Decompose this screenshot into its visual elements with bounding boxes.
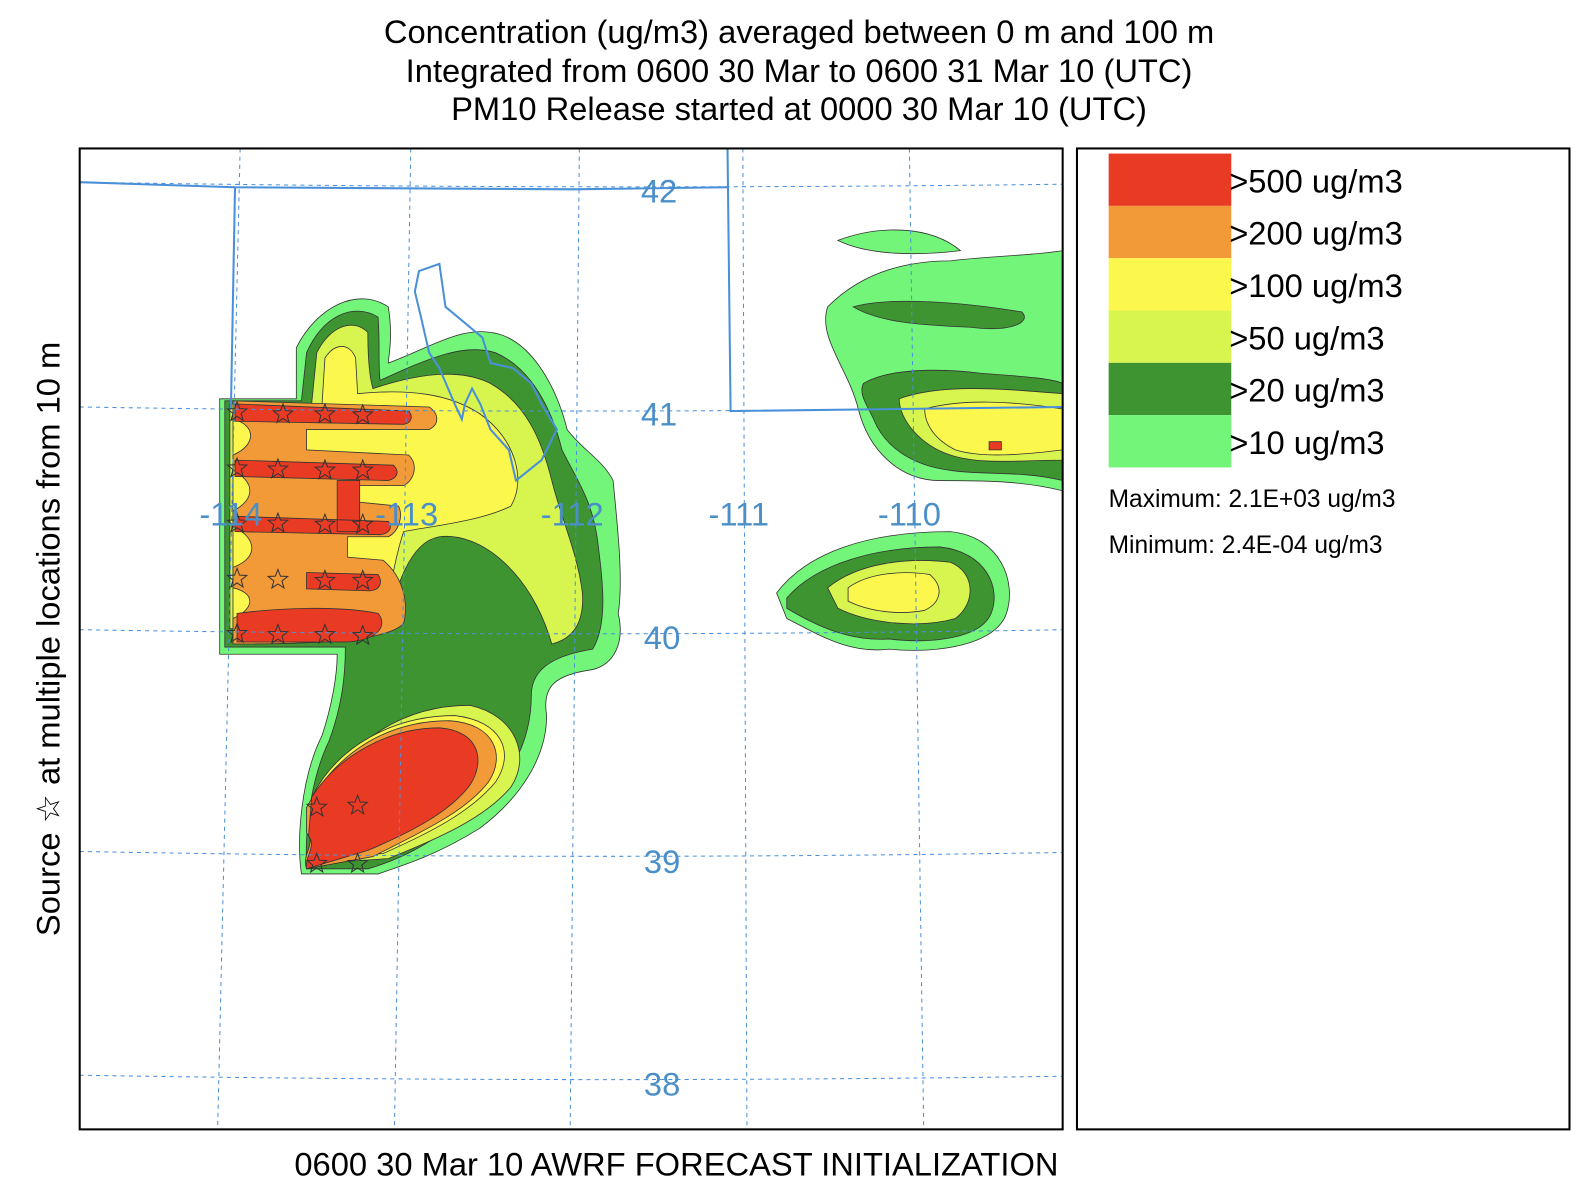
state-border	[726, 148, 1063, 413]
map-frame	[78, 147, 1064, 1131]
latitude-label: 41	[641, 395, 677, 432]
map: 42 41 40 39 38 -114 -113 -112 -111 -110	[78, 147, 1064, 1131]
meridian	[393, 148, 412, 1130]
contour-500	[988, 441, 1002, 451]
source-star	[346, 793, 369, 815]
legend-swatch	[1108, 153, 1232, 206]
source-star	[313, 512, 337, 534]
meridian	[908, 148, 925, 1130]
meridian	[569, 148, 580, 1130]
meridian	[742, 148, 748, 1130]
source-star	[313, 402, 337, 424]
legend-label: >100 ug/m3	[1229, 267, 1403, 304]
state-border	[229, 187, 237, 410]
contour-20	[852, 300, 1025, 329]
contour-100	[924, 401, 1063, 456]
state-border	[79, 181, 728, 191]
parallel	[79, 850, 1063, 857]
source-star	[351, 512, 374, 534]
latitude-label: 39	[644, 843, 680, 880]
legend-maximum: Maximum: 2.1E+03 ug/m3	[1109, 486, 1396, 513]
legend-swatch	[1108, 415, 1232, 468]
map-content	[79, 148, 1063, 1130]
longitude-label: -113	[375, 495, 438, 532]
source-star	[266, 511, 290, 533]
parallel	[79, 629, 1063, 635]
legend-label: >500 ug/m3	[1229, 162, 1403, 199]
source-star	[313, 623, 337, 645]
legend: Maximum: 2.1E+03 ug/m3 Minimum: 2.4E-04 …	[1075, 147, 1571, 1131]
source-star	[346, 852, 369, 874]
source-star	[351, 458, 374, 480]
latitude-label: 40	[644, 619, 680, 656]
source-star	[313, 458, 337, 480]
title-line: PM10 Release started at 0000 30 Mar 10 (…	[451, 90, 1147, 127]
source-star	[351, 403, 374, 425]
legend-label: >50 ug/m3	[1229, 319, 1384, 356]
longitude-label: -114	[199, 495, 262, 532]
latitude-label: 38	[644, 1066, 680, 1103]
parallel	[79, 181, 1063, 188]
source-star	[271, 402, 295, 424]
legend-swatch	[1108, 310, 1232, 363]
lake-outline	[413, 262, 559, 483]
source-star	[266, 623, 290, 645]
source-star	[225, 622, 249, 644]
legend-swatch	[1108, 205, 1232, 259]
latitude-label: 42	[641, 173, 677, 210]
source-star	[266, 567, 290, 590]
source-star	[313, 569, 337, 591]
legend-minimum: Minimum: 2.4E-04 ug/m3	[1109, 532, 1383, 559]
source-star	[305, 852, 328, 874]
longitude-label: -111	[708, 495, 769, 532]
footer: 0600 30 Mar 10 AWRF FORECAST INITIALIZAT…	[294, 1145, 1058, 1182]
source-star	[225, 400, 249, 422]
source-markers	[225, 400, 374, 874]
title-line: Integrated from 0600 30 Mar to 0600 31 M…	[406, 52, 1193, 89]
graticule	[79, 148, 1063, 1130]
source-star	[225, 456, 249, 478]
longitude-label: -112	[541, 495, 604, 532]
side-label: Source ☆ at multiple locations from 10 m	[29, 342, 66, 936]
legend-swatch	[1108, 258, 1232, 311]
title-line: Concentration (ug/m3) averaged between 0…	[384, 13, 1214, 50]
contour-500	[305, 727, 479, 870]
contour-10	[836, 229, 962, 255]
legend-swatch	[1108, 362, 1232, 416]
source-star	[225, 566, 249, 589]
parallel	[79, 1074, 1063, 1081]
source-star	[351, 569, 374, 591]
source-star	[266, 457, 290, 479]
legend-label: >10 ug/m3	[1229, 424, 1384, 461]
source-star	[305, 795, 328, 817]
source-star	[351, 624, 374, 646]
plumes	[219, 229, 1063, 875]
contour-100	[847, 572, 940, 613]
longitude-label: -110	[878, 495, 941, 532]
meridian	[217, 148, 241, 1130]
legend-label: >20 ug/m3	[1229, 372, 1384, 409]
borders	[79, 148, 1063, 483]
parallel	[79, 406, 1063, 412]
legend-label: >200 ug/m3	[1229, 215, 1403, 252]
source-star	[225, 511, 249, 533]
